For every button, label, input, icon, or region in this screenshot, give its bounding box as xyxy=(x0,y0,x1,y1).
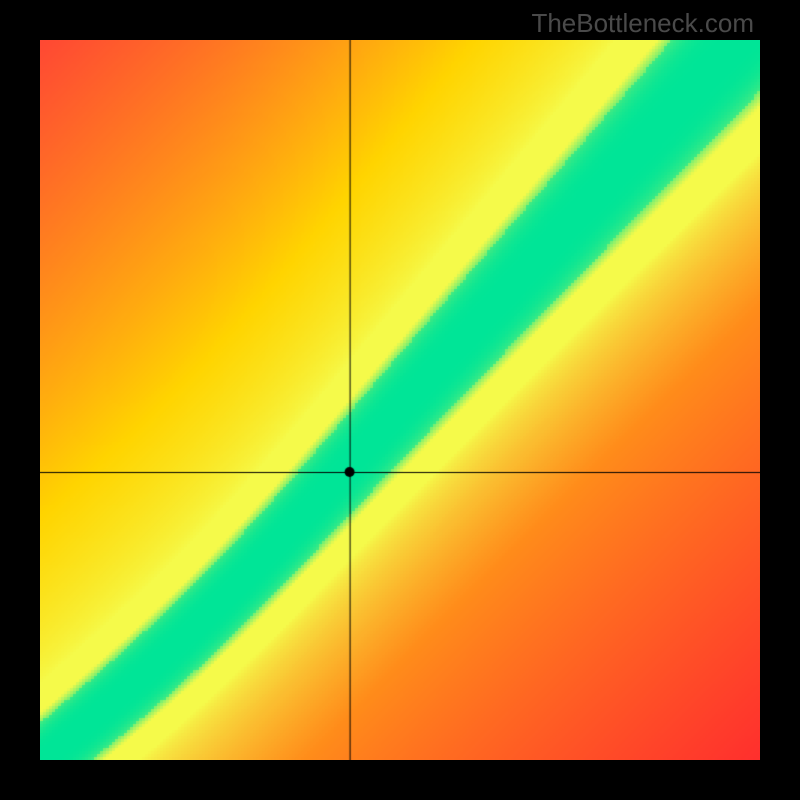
heatmap-canvas xyxy=(40,40,760,760)
watermark-label: TheBottleneck.com xyxy=(531,8,754,39)
chart-frame: TheBottleneck.com xyxy=(0,0,800,800)
heatmap-plot xyxy=(40,40,760,760)
